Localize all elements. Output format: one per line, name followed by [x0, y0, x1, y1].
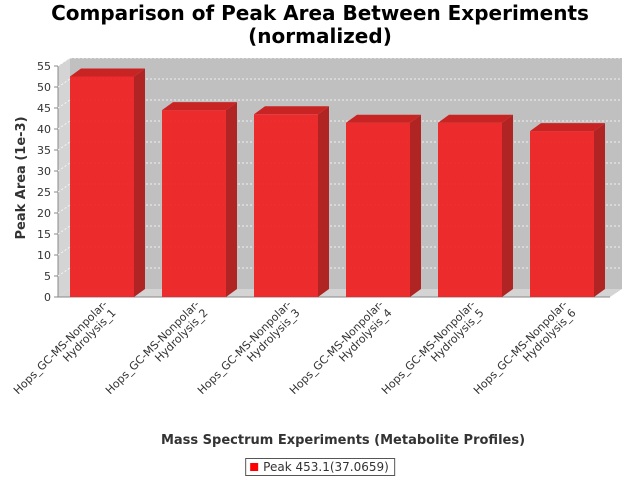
gridline-side: [57, 183, 71, 193]
gridline-side: [57, 120, 71, 130]
bar-front: [438, 122, 502, 297]
y-tick-label: 45: [37, 102, 51, 115]
gridline-side: [57, 246, 71, 256]
y-tick-label: 35: [37, 144, 51, 157]
bar-front: [346, 122, 410, 297]
y-axis-ticks: 0 5 10 15 20 25 30 35 40 45 50 55: [37, 60, 58, 304]
bar-front: [254, 114, 318, 297]
x-tick-label-line: Hops_GC-MS-Nonpolar-: [287, 298, 386, 397]
legend-label: Peak 453.1(37.0659): [263, 460, 389, 474]
bars: [70, 68, 605, 297]
bar-top: [162, 102, 237, 111]
chart-title-line-1: Comparison of Peak Area Between Experime…: [51, 1, 589, 25]
plot-side-wall: [58, 58, 70, 297]
y-tick-label: 20: [37, 207, 51, 220]
x-tick-label-line: Hops_GC-MS-Nonpolar-: [11, 298, 110, 397]
x-tick-label: Hops_GC-MS-Nonpolar-Hydrolysis_6: [471, 298, 579, 406]
x-tick-label-line: Hops_GC-MS-Nonpolar-: [471, 298, 570, 397]
y-tick-label: 40: [37, 123, 51, 136]
y-tick-label: 5: [44, 270, 51, 283]
x-tick-label: Hops_GC-MS-Nonpolar-Hydrolysis_2: [103, 298, 211, 406]
legend-swatch: [250, 463, 259, 471]
gridline-side: [57, 57, 71, 67]
chart-title-line-2: (normalized): [248, 24, 392, 48]
x-tick-label: Hops_GC-MS-Nonpolar-Hydrolysis_5: [379, 298, 487, 406]
bar: [530, 123, 605, 297]
y-tick-label: 25: [37, 186, 51, 199]
bar-side: [410, 114, 421, 297]
y-tick-label: 0: [44, 291, 51, 304]
gridline-side: [57, 141, 71, 151]
bar-side: [594, 123, 605, 297]
gridline-side: [57, 162, 71, 172]
gridline-side: [57, 99, 71, 109]
gridline-side: [57, 78, 71, 88]
bar-side: [134, 68, 145, 297]
bar: [162, 102, 237, 297]
bar-front: [530, 131, 594, 297]
bar-front: [70, 76, 134, 297]
bar-top: [70, 68, 145, 77]
y-tick-label: 10: [37, 249, 51, 262]
bar-side: [226, 102, 237, 297]
y-tick-label: 50: [37, 81, 51, 94]
bar: [438, 114, 513, 297]
x-tick-label: Hops_GC-MS-Nonpolar-Hydrolysis_1: [11, 298, 119, 406]
y-axis-label: Peak Area (1e-3): [14, 116, 29, 239]
bar-front: [162, 110, 226, 297]
gridline-side: [57, 204, 71, 214]
bar-top: [254, 106, 329, 115]
bar: [70, 68, 145, 297]
bar-side: [502, 114, 513, 297]
bar: [254, 106, 329, 297]
bar-top: [346, 114, 421, 123]
bar: [346, 114, 421, 297]
x-tick-label-line: Hops_GC-MS-Nonpolar-: [195, 298, 294, 397]
x-tick-label: Hops_GC-MS-Nonpolar-Hydrolysis_4: [287, 298, 395, 406]
x-tick-label: Hops_GC-MS-Nonpolar-Hydrolysis_3: [195, 298, 303, 406]
bar-top: [438, 114, 513, 123]
y-tick-label: 15: [37, 228, 51, 241]
x-axis-ticks: Hops_GC-MS-Nonpolar-Hydrolysis_1Hops_GC-…: [11, 298, 579, 406]
chart-title: Comparison of Peak Area Between Experime…: [0, 2, 640, 48]
legend: Peak 453.1(37.0659): [245, 458, 395, 476]
gridline-side: [57, 267, 71, 277]
x-tick-label-line: Hops_GC-MS-Nonpolar-: [103, 298, 202, 397]
y-tick-label: 55: [37, 60, 51, 73]
x-axis-label: Mass Spectrum Experiments (Metabolite Pr…: [161, 433, 525, 448]
gridline-side: [57, 225, 71, 235]
x-tick-label-line: Hops_GC-MS-Nonpolar-: [379, 298, 478, 397]
bar-top: [530, 123, 605, 132]
bar-side: [318, 106, 329, 297]
y-tick-label: 30: [37, 165, 51, 178]
